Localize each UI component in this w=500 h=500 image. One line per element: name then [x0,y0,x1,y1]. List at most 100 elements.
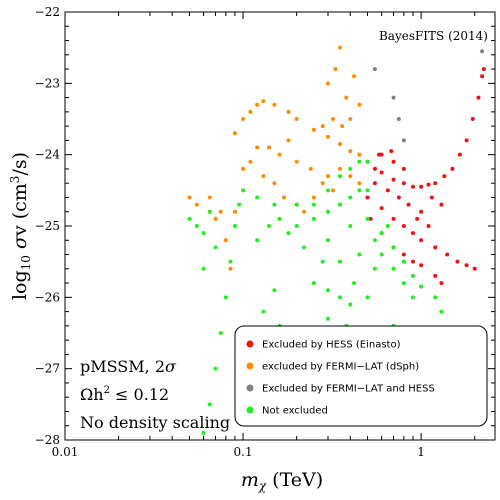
data-point [476,95,481,100]
series-1 [187,45,370,271]
y-tick-label: −25 [35,219,60,233]
data-point [372,181,377,186]
data-point [320,124,325,129]
legend: Excluded by HESS (Einasto) excluded by FE… [234,325,488,427]
data-point [481,67,486,72]
data-point [472,266,477,271]
data-point [255,145,260,150]
legend-marker [246,340,254,348]
data-point [232,224,237,228]
data-point [419,238,424,243]
data-point [241,166,246,171]
data-point [218,209,223,214]
data-point [337,259,342,264]
data-point [213,245,218,250]
data-point [201,231,206,236]
data-point [445,252,450,257]
data-point [308,166,313,171]
x-tick-label: 0.1 [234,445,253,459]
data-point [255,102,260,107]
data-point [385,188,390,193]
y-tick-label: −26 [35,290,60,304]
data-point [419,184,424,189]
data-point [277,152,282,157]
data-point [357,102,362,107]
data-point [337,45,342,50]
data-point [340,124,345,129]
y-tick-label: −27 [35,362,60,376]
data-point [241,188,246,193]
data-point [396,117,401,121]
data-point [429,195,434,200]
data-point [439,281,444,286]
y-tick-label: −28 [35,433,60,447]
data-point [194,224,199,228]
data-point [223,238,228,243]
data-point [320,181,325,186]
data-point [401,281,406,286]
legend-label: Excluded by FERMI−LAT and HESS [262,384,435,395]
data-point [294,117,299,121]
data-point [464,263,469,268]
data-point [480,74,485,79]
data-point [326,174,331,179]
data-point [333,67,338,72]
data-point [433,295,438,300]
data-point [311,202,316,207]
data-point [232,131,237,136]
data-point [391,177,396,182]
data-point [213,216,218,221]
data-point [389,149,394,154]
data-point [379,231,384,236]
data-point [365,216,370,221]
data-point [450,166,455,171]
data-point [376,152,381,157]
data-point [286,138,291,143]
y-tick-label: −23 [35,76,60,90]
legend-marker [246,384,254,392]
data-point [442,174,447,179]
data-point [365,188,370,193]
data-point [267,145,272,150]
data-point [194,202,199,207]
data-point [357,252,362,257]
data-point [326,288,331,293]
data-point [302,209,307,214]
data-point [433,181,438,186]
annotation-relic: Ωh2 ≤ 0.12 [80,385,169,404]
data-point [391,159,396,164]
data-point [261,99,266,104]
legend-label: Excluded by HESS (Einasto) [262,340,401,351]
data-point [357,159,362,164]
data-point [311,195,316,200]
data-point [294,224,299,228]
x-tick-label: 1 [417,445,425,459]
data-point [187,216,192,221]
annotation-block: pMSSM, 2σ Ωh2 ≤ 0.12 No density scaling [80,357,230,432]
data-point [426,224,431,228]
data-point [470,117,475,121]
data-point [368,216,373,221]
data-point [348,302,353,307]
data-point [337,141,342,146]
data-point [272,288,277,293]
data-point [401,138,406,143]
x-tick-label: 0.01 [52,445,79,459]
legend-entries: Excluded by HESS (Einasto) excluded by FE… [246,340,435,417]
data-point [311,281,316,286]
data-point [391,216,396,221]
data-point [365,159,370,164]
data-point [401,252,406,257]
legend-marker [246,362,254,370]
series-2 [372,49,485,143]
data-point [433,273,438,278]
data-point [348,224,353,228]
data-point [228,266,233,271]
data-point [396,195,401,200]
data-point [326,316,331,321]
data-point [406,202,411,207]
data-point [464,138,469,143]
data-point [391,95,396,100]
data-point [419,284,424,289]
